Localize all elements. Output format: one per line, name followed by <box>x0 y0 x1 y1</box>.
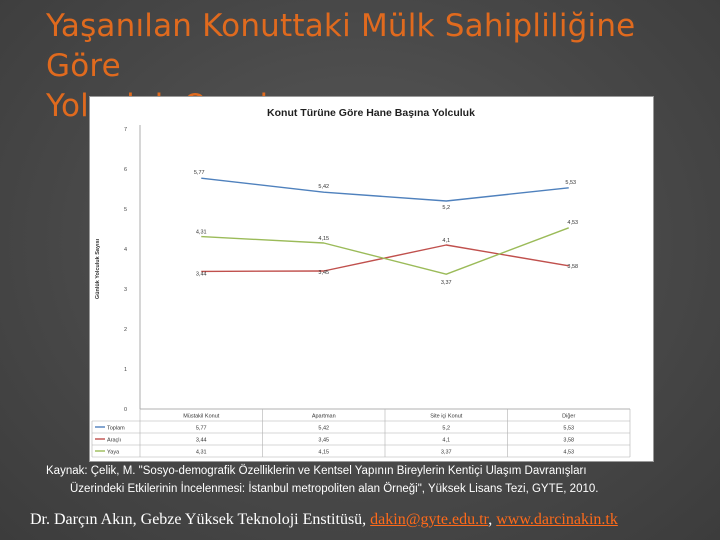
data-label: 4,53 <box>567 220 578 226</box>
x-category-label: Site içi Konut <box>430 414 463 420</box>
table-cell: 3,44 <box>196 438 207 444</box>
slide-title-line-1: Yaşanılan Konuttaki Mülk Sahipliliğine G… <box>46 8 636 84</box>
x-category-label: Apartman <box>312 414 336 420</box>
table-cell: 4,15 <box>318 450 329 456</box>
data-label: 4,15 <box>318 236 329 242</box>
chart-panel: Konut Türüne Göre Hane Başına Yolculuk Gü… <box>89 96 654 462</box>
legend-label: Toplam <box>107 426 125 432</box>
legend-label: Yaya <box>107 450 120 456</box>
table-cell: 5,77 <box>196 426 207 432</box>
data-label: 4,1 <box>442 238 450 244</box>
table-cell: 5,53 <box>563 426 574 432</box>
footer-website-link[interactable]: www.darcinakin.tk <box>496 511 618 528</box>
data-label: 3,58 <box>567 264 578 270</box>
data-label: 5,42 <box>318 184 329 190</box>
y-tick-label: 2 <box>124 327 127 333</box>
data-label: 3,45 <box>318 270 329 276</box>
y-tick-label: 0 <box>124 407 127 413</box>
source-line-1: Kaynak: Çelik, M. "Sosyo-demografik Özel… <box>46 465 587 477</box>
y-axis-title: Günlük Yolculuk Sayısı <box>95 238 101 299</box>
line-chart: Konut Türüne Göre Hane Başına Yolculuk Gü… <box>91 107 631 458</box>
footer-email-link[interactable]: dakin@gyte.edu.tr <box>370 511 489 528</box>
source-citation: Kaynak: Çelik, M. "Sosyo-demografik Özel… <box>46 462 706 498</box>
data-label: 5,2 <box>442 205 450 211</box>
table-cell: 5,42 <box>318 426 329 432</box>
data-label: 3,37 <box>441 280 452 286</box>
footer: Dr. Darçın Akın, Gebze Yüksek Teknoloji … <box>30 508 720 532</box>
y-tick-label: 7 <box>124 127 127 133</box>
data-label: 3,44 <box>196 271 207 277</box>
table-cell: 4,31 <box>196 450 207 456</box>
series-line-toplam <box>201 177 569 202</box>
y-tick-label: 3 <box>124 287 127 293</box>
legend-label: Araçlı <box>107 438 121 444</box>
source-line-2: Üzerindeki Etkilerinin İncelenmesi: İsta… <box>70 483 599 495</box>
footer-author: Dr. Darçın Akın, Gebze Yüksek Teknoloji … <box>30 511 367 528</box>
x-category-label: Diğer <box>562 414 575 420</box>
chart-title: Konut Türüne Göre Hane Başına Yolculuk <box>267 107 475 119</box>
table-cell: 4,1 <box>442 438 450 444</box>
data-label: 5,53 <box>565 180 576 186</box>
series-line-yaya <box>201 227 569 275</box>
y-tick-label: 6 <box>124 167 127 173</box>
table-cell: 3,45 <box>318 438 329 444</box>
y-tick-label: 4 <box>124 247 127 253</box>
table-cell: 3,58 <box>563 438 574 444</box>
y-tick-label: 1 <box>124 367 127 373</box>
footer-separator: , <box>488 511 493 528</box>
table-cell: 4,53 <box>563 450 574 456</box>
data-label: 5,77 <box>194 170 205 176</box>
table-cell: 3,37 <box>441 450 452 456</box>
x-category-label: Müstakil Konut <box>183 414 220 420</box>
y-tick-label: 5 <box>124 207 127 213</box>
data-label: 4,31 <box>196 230 207 236</box>
table-cell: 5,2 <box>442 426 450 432</box>
